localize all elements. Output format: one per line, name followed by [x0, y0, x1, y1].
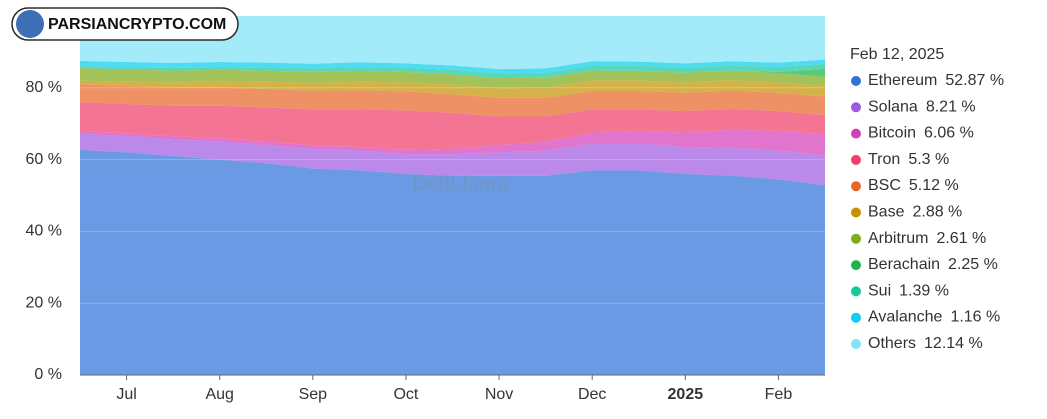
x-tick-label: 2025 [668, 386, 704, 403]
legend-marker [851, 233, 861, 244]
brand: PARSIANCRYPTO.COM [48, 16, 226, 33]
x-tick-label: Sep [299, 386, 328, 403]
watermark: DefiLlama [412, 173, 508, 195]
series-name: Sui [868, 283, 891, 300]
legend-marker [851, 312, 861, 323]
value-label: 12.14 % [924, 335, 983, 352]
area [80, 84, 825, 117]
logo: PARSIANCRYPTO.COM [11, 7, 239, 41]
value-label: 52.87 % [945, 72, 1004, 89]
legend-marker [851, 102, 861, 113]
area [80, 80, 825, 98]
legend-label: Arbitrum 2.61 % [868, 230, 986, 247]
area [80, 149, 825, 375]
y-tick-label: 80 % [26, 79, 62, 96]
value-label: 1.39 % [899, 283, 949, 300]
y-tick-label: 0 % [34, 366, 62, 383]
legend-marker [851, 207, 861, 218]
area [80, 102, 825, 150]
area [80, 133, 825, 186]
legend-marker [851, 128, 861, 139]
legend-label: Tron 5.3 % [868, 151, 949, 168]
legend-marker [851, 286, 861, 297]
value-label: 5.12 % [909, 177, 959, 194]
area [80, 129, 825, 156]
series-name: Avalanche [868, 309, 943, 326]
legend-label: Solana 8.21 % [868, 99, 976, 116]
legend-label: Ethereum 52.87 % [868, 72, 1004, 89]
value-label: 5.3 % [908, 151, 949, 168]
x-tick-label: Dec [578, 386, 606, 403]
area [80, 16, 825, 70]
series-name: BSC [868, 177, 901, 194]
legend-label: Bitcoin 6.06 % [868, 125, 974, 142]
value-label: 2.88 % [912, 204, 962, 221]
value-label: 2.25 % [948, 256, 998, 273]
series-name: Arbitrum [868, 230, 928, 247]
legend-marker [851, 339, 861, 349]
area [80, 68, 825, 89]
value-label: 6.06 % [924, 125, 974, 142]
series-name: Tron [868, 151, 900, 168]
logo-box [11, 7, 239, 41]
series-name: Solana [868, 99, 918, 116]
x-tick-label: Oct [393, 386, 418, 403]
area [80, 63, 825, 79]
series-name: Base [868, 204, 905, 221]
plot-area [80, 16, 825, 375]
tooltip-title: Feb 12, 2025 [850, 46, 944, 63]
legend-label: BSC 5.12 % [868, 177, 959, 194]
legend-marker [851, 260, 861, 271]
series-name: Others [868, 335, 916, 352]
legend-label: Sui 1.39 % [868, 283, 949, 300]
x-tick-label: Nov [485, 386, 513, 403]
legend-marker [851, 154, 861, 165]
legend-label: Base 2.88 % [868, 204, 962, 221]
y-tick-label: 40 % [26, 223, 62, 240]
legend-marker [851, 181, 861, 192]
x-tick-label: Aug [205, 386, 233, 403]
logo-icon [16, 10, 44, 38]
y-tick-label: 20 % [26, 294, 62, 311]
y-tick-label: 60 % [26, 151, 62, 168]
series-name: Ethereum [868, 72, 937, 89]
legend-marker [851, 76, 861, 86]
legend-label: Berachain 2.25 % [868, 256, 998, 273]
value-label: 2.61 % [936, 230, 986, 247]
legend-label: Avalanche 1.16 % [868, 309, 1000, 326]
x-tick-label: Jul [116, 386, 136, 403]
series-name: Berachain [868, 256, 940, 273]
area [80, 59, 825, 74]
x-tick-label: Feb [765, 386, 793, 403]
series-name: Bitcoin [868, 125, 916, 142]
tooltip: Feb 12, 2025 Ethereum 52.87 % Solana 8.21 %… [850, 46, 1004, 352]
value-label: 8.21 % [926, 99, 976, 116]
legend-label: Others 12.14 % [868, 335, 983, 352]
value-label: 1.16 % [950, 309, 1000, 326]
